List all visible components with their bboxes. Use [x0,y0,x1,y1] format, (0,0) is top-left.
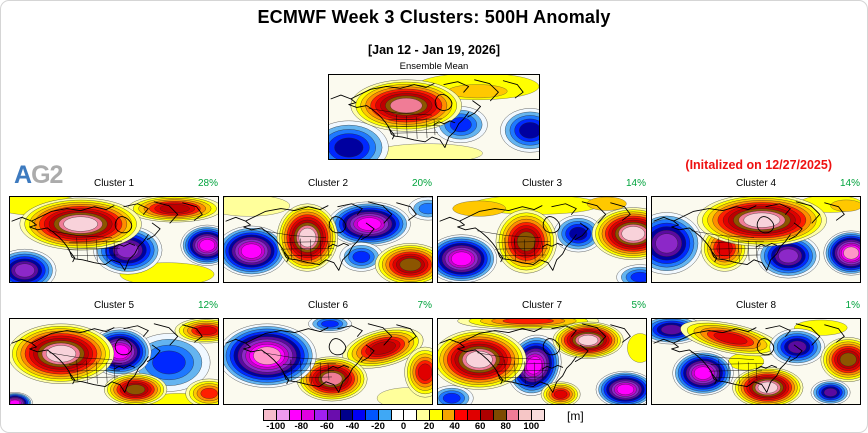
colorbar-cell [276,409,290,421]
colorbar-cell [429,409,443,421]
colorbar-cell [263,409,277,421]
cluster-percent: 1% [845,300,860,311]
colorbar-unit: [m] [567,409,584,423]
cluster-title: Cluster 2 [307,178,348,189]
colorbar-cell [468,409,482,421]
cluster-percent: 28% [197,178,218,189]
colorbar-cell [366,409,379,421]
cluster-map-frame [9,196,219,283]
colorbar-cell [455,409,469,421]
ag2-logo: AG2 [14,161,63,190]
valid-period: [Jan 12 - Jan 19, 2026] [367,43,501,57]
cluster-percent: 5% [631,300,646,311]
colorbar-cell [493,409,507,421]
colorbar-cell [315,409,328,421]
colorbar-tick: -40 [345,421,360,432]
cluster-title: Cluster 5 [93,300,134,311]
cluster-map-7 [438,319,646,404]
cluster-title: Cluster 7 [521,300,562,311]
cluster-percent: 20% [411,178,432,189]
cluster-panel-header: Cluster 7 5% [437,300,647,314]
colorbar-cell [302,409,316,421]
colorbar-cell [378,409,392,421]
cluster-panel-header: Cluster 6 7% [223,300,433,314]
cluster-title: Cluster 8 [735,300,776,311]
colorbar-cell [353,409,367,421]
colorbar-tick: 80 [500,421,512,432]
cluster-map-6 [224,319,432,404]
cluster-panel-8: Cluster 8 1% [651,300,861,405]
colorbar-cell [519,409,533,421]
colorbar-tick: -60 [320,421,334,432]
colorbar-tick: 100 [523,421,540,432]
ensemble-mean-label: Ensemble Mean [399,61,469,72]
cluster-panel-3: Cluster 3 14% [437,178,647,283]
colorbar-cell [340,409,354,421]
cluster-panel-header: Cluster 5 12% [9,300,219,314]
page-title: ECMWF Week 3 Clusters: 500H Anomaly [257,7,611,27]
cluster-map-3 [438,197,646,282]
logo-g2: G2 [31,161,63,189]
colorbar-tick: 40 [449,421,460,432]
colorbar-cell [442,409,456,421]
cluster-panel-header: Cluster 2 20% [223,178,433,192]
logo-a: A [14,161,32,189]
cluster-map-frame [9,318,219,405]
cluster-title: Cluster 4 [735,178,776,189]
init-note: (Initalized on 12/27/2025) [685,158,832,172]
colorbar-tick: -80 [294,421,309,432]
cluster-map-frame [651,318,861,405]
colorbar-cell [391,409,405,421]
cluster-percent: 14% [839,178,860,189]
cluster-panel-header: Cluster 8 1% [651,300,861,314]
colorbar-cell [417,409,430,421]
cluster-panel-header: Cluster 3 14% [437,178,647,192]
colorbar-tick: -100 [266,421,286,432]
colorbar-tick: 0 [400,421,407,432]
colorbar-tick: 20 [423,421,435,432]
cluster-map-8 [652,319,860,404]
cluster-map-frame [437,196,647,283]
cluster-panel-4: Cluster 4 14% [651,178,861,283]
cluster-map-frame [437,318,647,405]
cluster-title: Cluster 1 [93,178,134,189]
colorbar-cell [481,409,494,421]
cluster-map-1 [10,197,218,282]
colorbar-cell [327,409,341,421]
cluster-panel-5: Cluster 5 12% [9,300,219,405]
cluster-panel-2: Cluster 2 20% [223,178,433,283]
ensemble-map-frame [328,74,540,160]
colorbar-tick: 60 [474,421,486,432]
colorbar-cell [289,409,303,421]
cluster-map-5 [10,319,218,404]
cluster-panel-header: Cluster 4 14% [651,178,861,192]
colorbar-cell [404,409,418,421]
colorbar-cell [506,409,520,421]
colorbar-ticks: -100 -80 -60 -40 -20 0 20 40 60 80 100 [263,421,545,432]
cluster-title: Cluster 3 [521,178,562,189]
cluster-map-frame [651,196,861,283]
cluster-panel-header: Cluster 1 28% [9,178,219,192]
cluster-percent: 7% [417,300,432,311]
colorbar-cell [532,409,545,421]
cluster-title: Cluster 6 [307,300,348,311]
cluster-panel-1: Cluster 1 28% [9,178,219,283]
cluster-map-4 [652,197,860,282]
cluster-map-2 [224,197,432,282]
colorbar-tick: -20 [371,421,385,432]
cluster-percent: 14% [625,178,646,189]
cluster-panel-6: Cluster 6 7% [223,300,433,405]
cluster-panel-7: Cluster 7 5% [437,300,647,405]
cluster-map-frame [223,318,433,405]
ensemble-mean-map [329,75,539,159]
cluster-map-frame [223,196,433,283]
cluster-percent: 12% [197,300,218,311]
colorbar [263,409,545,421]
